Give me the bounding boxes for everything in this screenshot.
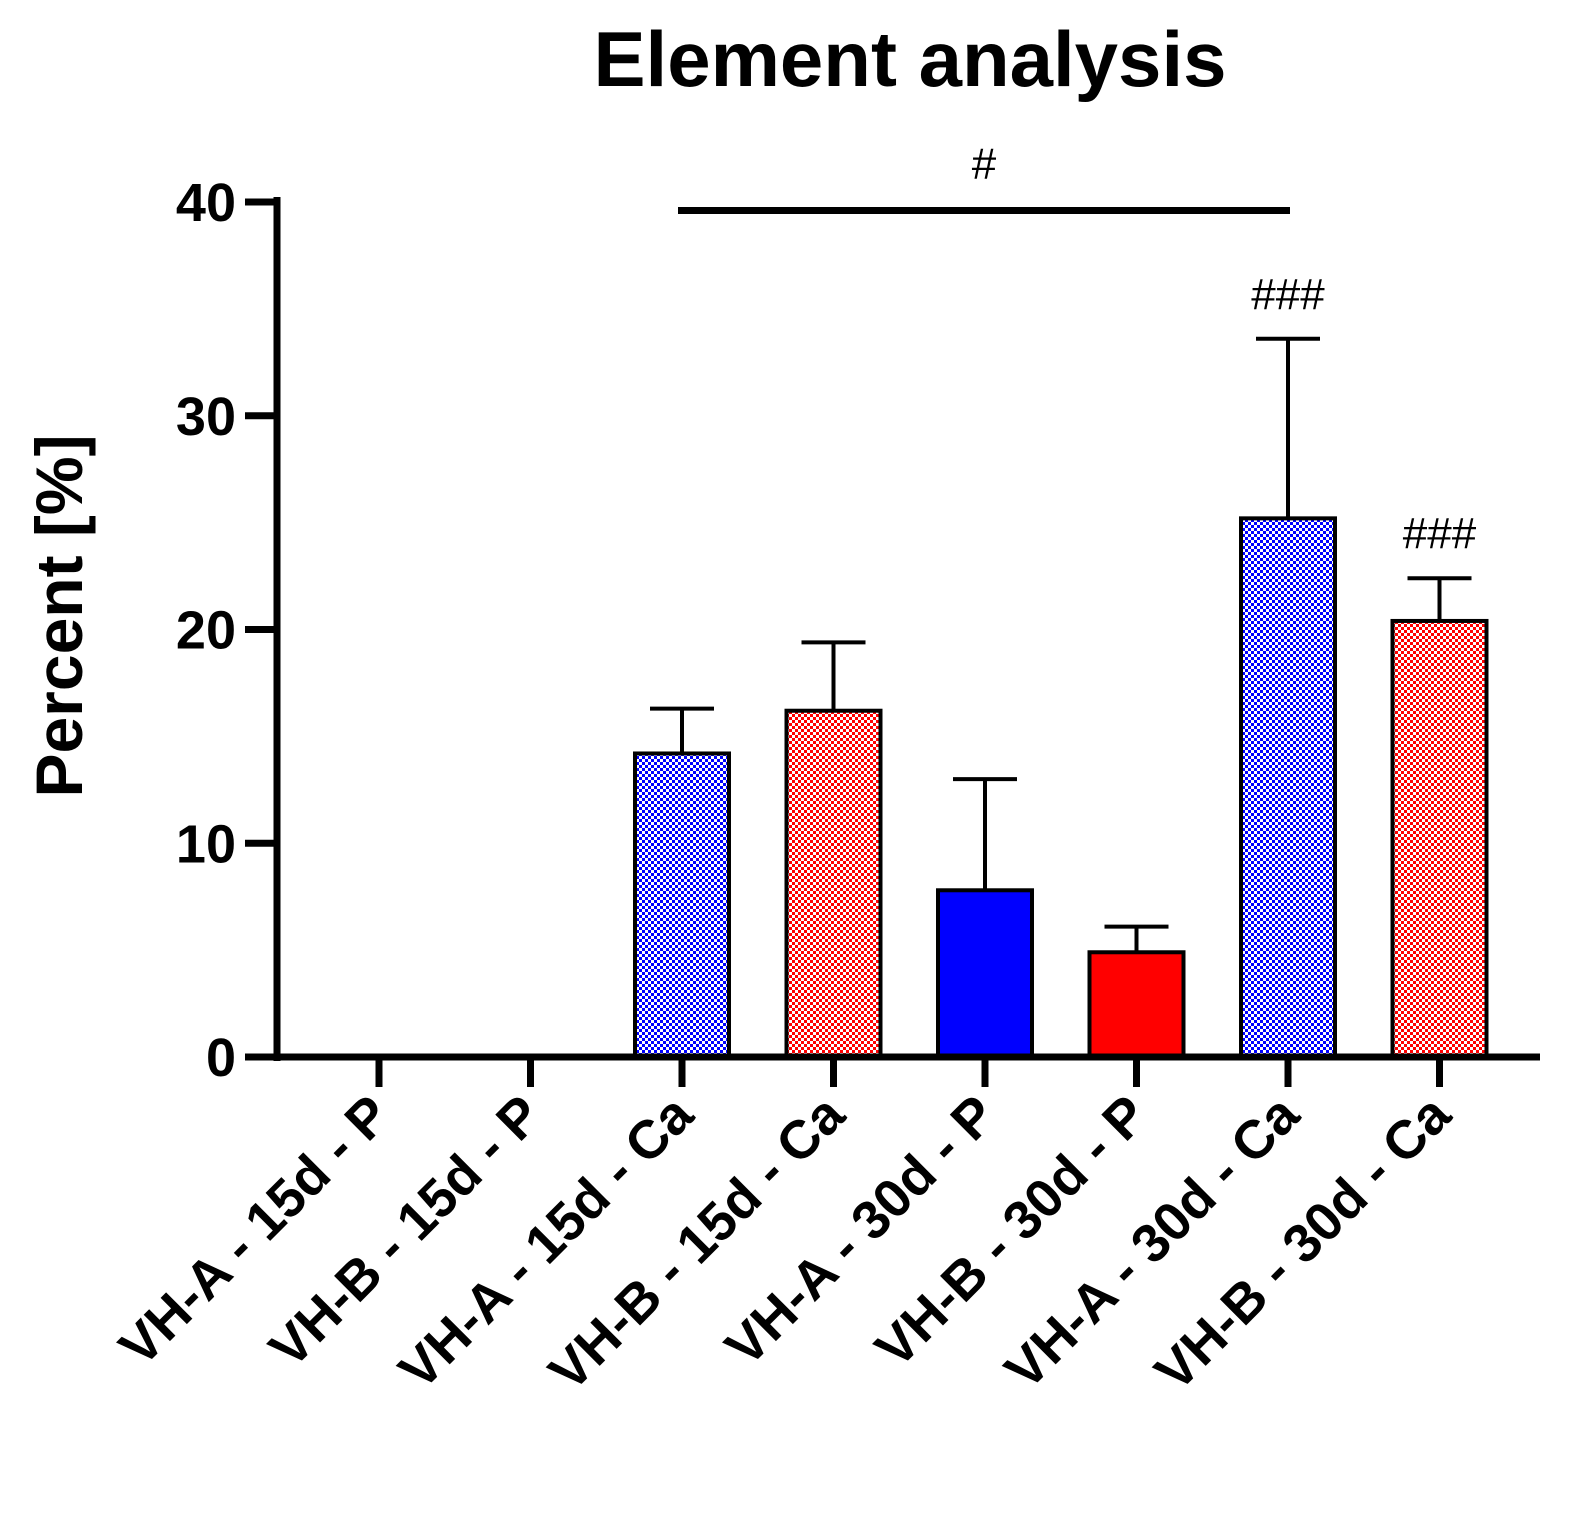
y-tick-label: 0 (206, 1028, 236, 1088)
significance-label: ### (1403, 509, 1477, 558)
y-tick-label: 10 (176, 814, 236, 874)
x-tick-label: VH-A - 15d - P (108, 1084, 401, 1377)
y-tick-label: 40 (176, 173, 236, 233)
x-axis-ticks: VH-A - 15d - PVH-B - 15d - PVH-A - 15d -… (108, 1057, 1463, 1402)
x-tick-label: VH-A - 30d - P (714, 1084, 1007, 1377)
bars (633, 516, 1489, 1060)
bar (784, 708, 883, 1059)
bar (936, 888, 1034, 1060)
error-bars (650, 336, 1472, 953)
x-tick-label: VH-B - 30d - P (864, 1084, 1159, 1379)
x-tick-label: VH-B - 15d - P (258, 1084, 553, 1379)
significance-label: # (972, 140, 997, 189)
chart-title: Element analysis (594, 15, 1227, 103)
significance-annotations: ####### (678, 140, 1477, 558)
bar (1239, 516, 1337, 1059)
y-tick-label: 30 (176, 387, 236, 447)
y-tick-label: 20 (176, 601, 236, 661)
significance-label: ### (1251, 270, 1325, 319)
bar (633, 751, 731, 1059)
y-axis-ticks: 0 10 20 30 40 (176, 173, 277, 1088)
bar (1390, 618, 1489, 1059)
y-axis-label: Percent [%] (22, 434, 96, 797)
bar (1087, 950, 1186, 1060)
